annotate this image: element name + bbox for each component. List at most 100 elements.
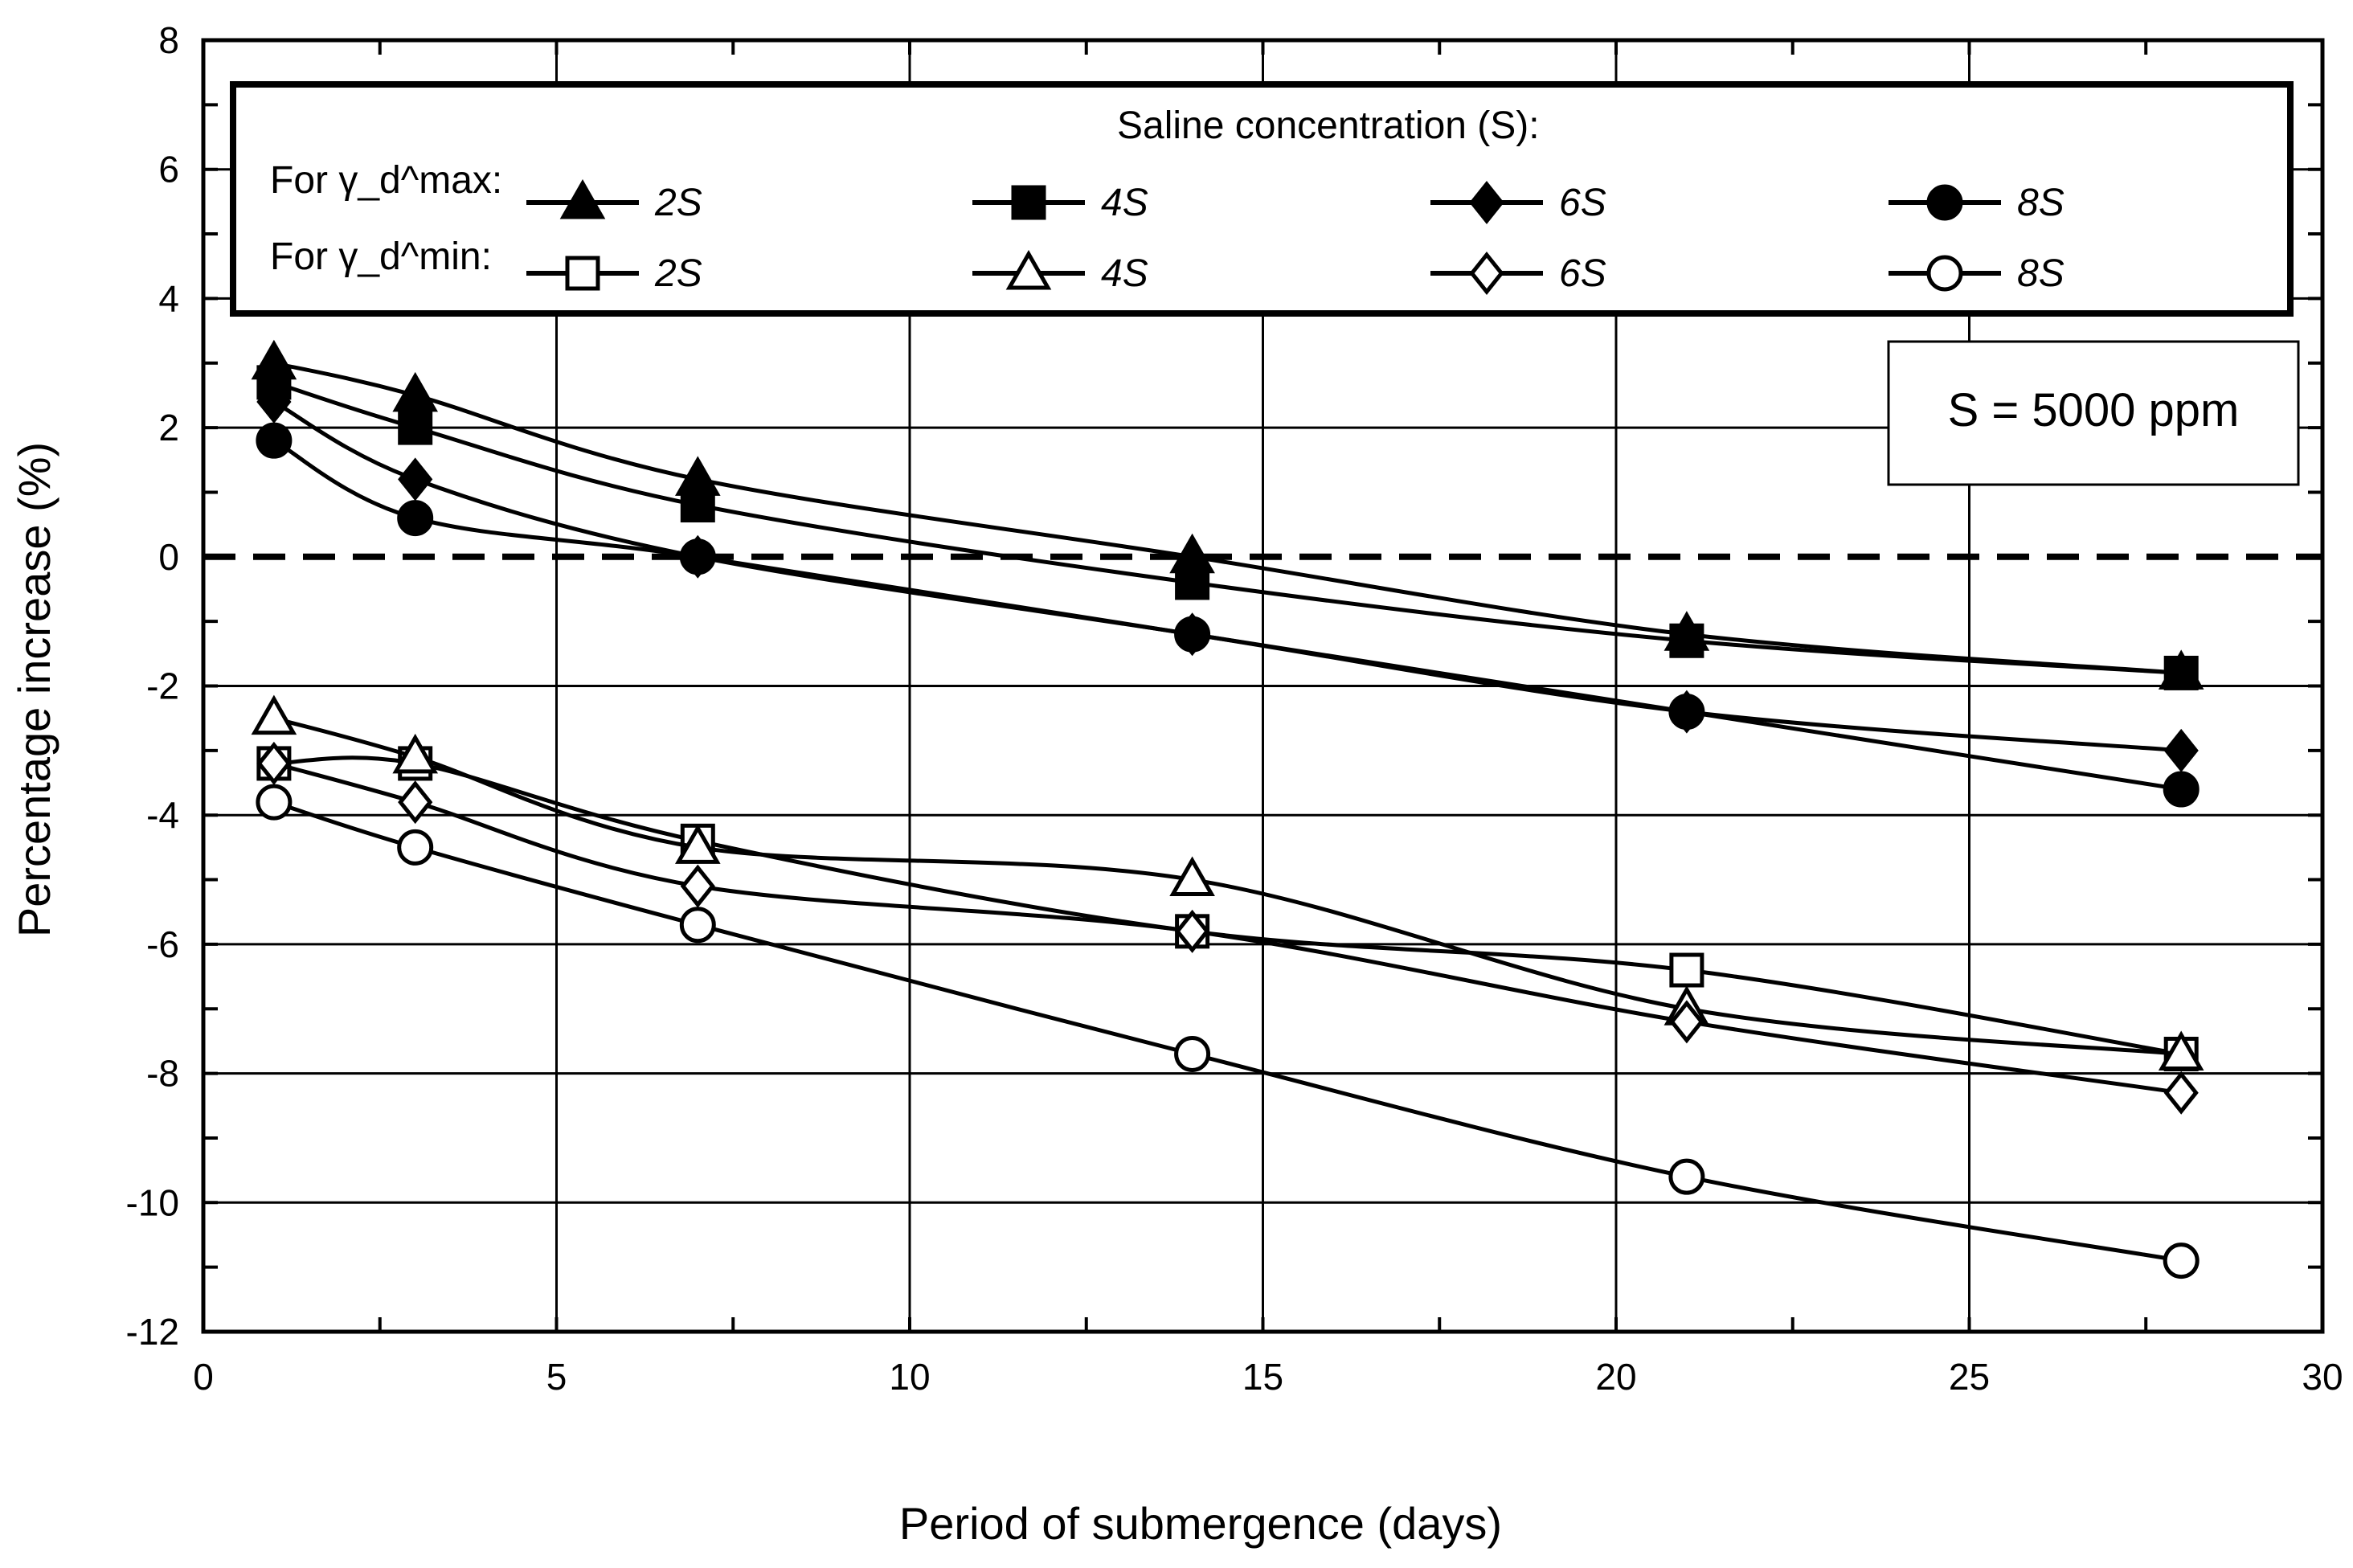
- legend-row-max-label: For γ_d^max:: [270, 159, 502, 202]
- y-tick-label: 4: [158, 277, 179, 319]
- data-point-max-8s: [1668, 694, 1705, 731]
- series-line-min-8s: [273, 800, 2182, 1263]
- data-point-min-6s: [2163, 1071, 2199, 1115]
- y-tick-label: 2: [158, 407, 179, 448]
- x-tick-label: 10: [889, 1356, 930, 1398]
- legend-label-max-2s: 2S: [654, 182, 702, 224]
- series-line-max-4s: [273, 380, 2182, 675]
- x-tick-label: 25: [1949, 1356, 1990, 1398]
- y-tick-label: -8: [146, 1053, 179, 1095]
- data-point-min-4s: [674, 824, 721, 864]
- y-tick-label: -4: [146, 794, 179, 836]
- legend-marker-min-2s: [565, 256, 600, 291]
- y-tick-label: 0: [158, 536, 179, 578]
- data-point-min-8s: [1174, 1035, 1211, 1072]
- series-max-4s: [256, 365, 2199, 690]
- legend-row-min-label: For γ_d^min:: [270, 235, 492, 278]
- legend-entry-max-4s: 4S: [972, 182, 1148, 224]
- series-line-min-2s: [273, 755, 2182, 1056]
- legend-marker-max-4s: [1011, 185, 1046, 220]
- annotation-text: S = 5000 ppm: [1948, 384, 2240, 436]
- legend-entry-min-2s: 2S: [526, 252, 702, 295]
- legend-entry-max-6s: 6S: [1430, 180, 1606, 225]
- legend-label-min-2s: 2S: [654, 252, 702, 295]
- series-min-6s: [256, 741, 2199, 1115]
- series-line-min-4s: [273, 716, 2182, 1056]
- data-point-min-8s: [397, 829, 434, 866]
- series-min-2s: [256, 746, 2199, 1071]
- data-point-max-8s: [397, 500, 434, 537]
- x-axis-ticks: 0 5 10 15 20 25 30: [193, 1356, 2343, 1398]
- series-line-max-2s: [273, 361, 2182, 675]
- data-point-max-4s: [2163, 655, 2199, 690]
- data-point-max-6s: [256, 379, 292, 424]
- y-tick-label: -6: [146, 923, 179, 965]
- legend-entry-min-6s: 6S: [1430, 251, 1606, 296]
- data-point-max-8s: [2163, 771, 2200, 808]
- x-tick-label: 30: [2302, 1356, 2343, 1398]
- y-axis-title: Percentage increase (%): [9, 442, 59, 937]
- series: [251, 339, 2204, 1279]
- legend-entry-max-8s: 8S: [1889, 182, 2065, 224]
- legend-label-max-8s: 8S: [2017, 182, 2065, 224]
- data-point-min-4s: [251, 694, 297, 735]
- data-point-max-4s: [398, 410, 433, 445]
- legend-label-max-6s: 6S: [1559, 182, 1606, 224]
- legend-entry-min-4s: 4S: [972, 249, 1148, 295]
- x-tick-label: 15: [1242, 1356, 1283, 1398]
- legend-label-min-8s: 8S: [2017, 252, 2065, 295]
- data-point-max-6s: [398, 457, 433, 502]
- legend-entries: 2S 4S 6S 8S 2S 4S 6S 8S: [526, 178, 2065, 296]
- y-tick-label: 8: [158, 19, 179, 61]
- data-point-min-4s: [1169, 856, 1215, 897]
- y-tick-label: 6: [158, 149, 179, 190]
- data-point-min-6s: [1174, 909, 1210, 953]
- data-point-min-6s: [1669, 1000, 1704, 1044]
- data-point-min-8s: [2163, 1243, 2200, 1279]
- data-point-max-4s: [1175, 565, 1210, 600]
- y-tick-label: -12: [126, 1311, 179, 1353]
- legend-entry-max-2s: 2S: [526, 178, 702, 224]
- legend-label-min-4s: 4S: [1101, 252, 1148, 295]
- data-point-max-8s: [679, 538, 716, 575]
- annotation: S = 5000 ppm: [1887, 340, 2300, 486]
- legend-label-min-6s: 6S: [1559, 252, 1606, 295]
- series-line-max-8s: [272, 438, 2182, 792]
- data-point-min-6s: [398, 780, 433, 825]
- data-point-min-2s: [1669, 952, 1704, 988]
- legend-marker-min-4s: [1005, 249, 1052, 290]
- data-point-min-8s: [679, 907, 716, 944]
- legend-marker-max-2s: [559, 178, 606, 219]
- legend-marker-max-8s: [1926, 184, 1963, 221]
- series-max-8s: [256, 422, 2200, 808]
- plot-area-frame: [201, 38, 2325, 1334]
- data-point-max-4s: [1669, 623, 1704, 658]
- data-point-min-6s: [680, 864, 715, 908]
- y-tick-label: -2: [146, 665, 179, 707]
- annotation-box: [1887, 340, 2300, 486]
- legend-label-max-4s: 4S: [1101, 182, 1148, 224]
- legend-marker-max-6s: [1469, 180, 1504, 225]
- series-min-4s: [251, 694, 2204, 1071]
- data-point-max-4s: [680, 488, 715, 523]
- legend-entry-min-8s: 8S: [1889, 252, 2065, 295]
- legend-marker-min-8s: [1926, 255, 1963, 292]
- data-point-max-6s: [2163, 728, 2199, 772]
- data-point-min-4s: [392, 733, 439, 774]
- data-point-max-2s: [392, 371, 439, 412]
- data-point-min-4s: [2158, 1030, 2204, 1071]
- legend-title: Saline concentration (S):: [1117, 104, 1540, 147]
- series-line-min-6s: [273, 761, 2182, 1095]
- x-tick-label: 20: [1595, 1356, 1636, 1398]
- x-axis-title: Period of submergence (days): [899, 1498, 1502, 1549]
- y-tick-label: -10: [126, 1181, 179, 1223]
- data-point-min-8s: [256, 784, 293, 821]
- data-point-min-6s: [256, 741, 292, 785]
- legend-marker-min-6s: [1469, 251, 1504, 296]
- data-point-min-8s: [1668, 1158, 1705, 1195]
- x-tick-label: 0: [193, 1356, 214, 1398]
- data-point-max-8s: [256, 422, 293, 459]
- legend: Saline concentration (S): For γ_d^max: F…: [230, 81, 2294, 317]
- data-point-max-8s: [1174, 616, 1211, 653]
